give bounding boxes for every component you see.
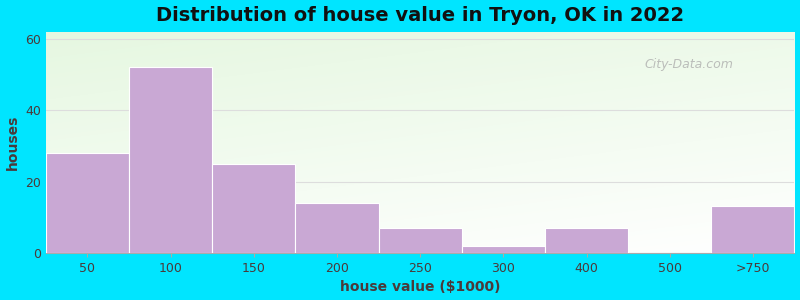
Bar — [212, 164, 295, 253]
Bar — [462, 246, 545, 253]
X-axis label: house value ($1000): house value ($1000) — [340, 280, 500, 294]
Y-axis label: houses: houses — [6, 115, 19, 170]
Bar — [711, 206, 794, 253]
Bar — [129, 67, 212, 253]
Bar — [378, 228, 462, 253]
Title: Distribution of house value in Tryon, OK in 2022: Distribution of house value in Tryon, OK… — [156, 6, 684, 25]
Bar — [295, 203, 378, 253]
Text: City-Data.com: City-Data.com — [645, 58, 734, 71]
Bar — [545, 228, 628, 253]
Bar — [46, 153, 129, 253]
